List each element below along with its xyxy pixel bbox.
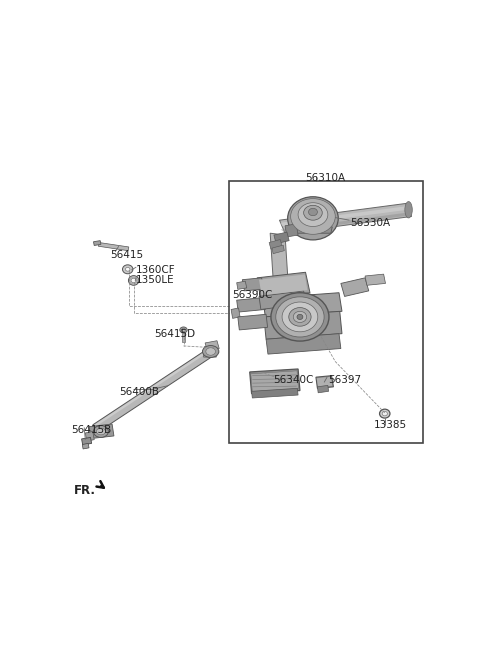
Ellipse shape: [271, 293, 329, 341]
Text: 56310A: 56310A: [305, 173, 346, 183]
Text: 56330A: 56330A: [350, 218, 390, 229]
Ellipse shape: [96, 428, 106, 435]
Polygon shape: [251, 371, 299, 392]
Polygon shape: [257, 272, 310, 298]
Polygon shape: [317, 377, 332, 387]
Ellipse shape: [293, 311, 307, 323]
Polygon shape: [280, 206, 408, 226]
Polygon shape: [85, 432, 94, 441]
Polygon shape: [94, 240, 101, 246]
Ellipse shape: [289, 307, 311, 327]
Polygon shape: [242, 278, 264, 291]
Polygon shape: [281, 213, 410, 232]
Polygon shape: [237, 298, 265, 312]
Polygon shape: [365, 274, 385, 285]
Ellipse shape: [94, 426, 108, 438]
Ellipse shape: [122, 265, 133, 274]
Text: 56400B: 56400B: [119, 387, 159, 397]
Ellipse shape: [129, 276, 139, 285]
Polygon shape: [94, 346, 216, 428]
Polygon shape: [279, 204, 411, 233]
Text: 56390C: 56390C: [232, 290, 272, 300]
Polygon shape: [341, 278, 369, 296]
Polygon shape: [294, 227, 332, 233]
Ellipse shape: [125, 267, 130, 271]
Polygon shape: [259, 275, 307, 296]
Ellipse shape: [288, 196, 338, 240]
Ellipse shape: [180, 327, 187, 333]
Text: 56415B: 56415B: [71, 425, 111, 435]
Polygon shape: [316, 376, 334, 388]
Polygon shape: [93, 345, 219, 432]
Ellipse shape: [291, 198, 335, 235]
Polygon shape: [264, 311, 342, 339]
Polygon shape: [272, 245, 284, 254]
Ellipse shape: [276, 297, 324, 337]
Polygon shape: [231, 308, 240, 319]
Text: 56415: 56415: [110, 250, 144, 260]
Ellipse shape: [382, 411, 387, 416]
Polygon shape: [259, 291, 305, 309]
Ellipse shape: [309, 208, 317, 215]
Polygon shape: [82, 438, 92, 445]
Text: 1360CF: 1360CF: [136, 265, 176, 275]
Polygon shape: [238, 314, 267, 330]
Ellipse shape: [206, 348, 216, 355]
Ellipse shape: [297, 314, 303, 319]
Ellipse shape: [304, 205, 322, 220]
Polygon shape: [250, 369, 300, 394]
Polygon shape: [83, 443, 89, 449]
Ellipse shape: [282, 302, 318, 332]
Ellipse shape: [181, 328, 185, 331]
Polygon shape: [269, 240, 282, 249]
Polygon shape: [266, 334, 341, 354]
Polygon shape: [317, 386, 329, 393]
Polygon shape: [285, 224, 298, 237]
Text: 56340C: 56340C: [273, 374, 313, 384]
Polygon shape: [263, 293, 342, 317]
Text: 13385: 13385: [373, 420, 407, 430]
Text: 56397: 56397: [328, 374, 361, 384]
Bar: [229, 181, 423, 443]
Text: 1350LE: 1350LE: [136, 275, 175, 285]
Polygon shape: [270, 233, 289, 293]
Ellipse shape: [405, 202, 412, 218]
Ellipse shape: [298, 203, 328, 227]
Polygon shape: [89, 424, 114, 439]
Ellipse shape: [131, 278, 136, 283]
Polygon shape: [98, 242, 129, 251]
Polygon shape: [205, 341, 219, 351]
Polygon shape: [237, 281, 247, 289]
Polygon shape: [274, 232, 289, 244]
Ellipse shape: [380, 409, 390, 418]
Polygon shape: [204, 347, 217, 357]
Text: 56415D: 56415D: [154, 328, 195, 339]
Ellipse shape: [203, 346, 219, 357]
Text: FR.: FR.: [74, 484, 96, 497]
Polygon shape: [252, 388, 298, 398]
Bar: [182, 333, 185, 342]
